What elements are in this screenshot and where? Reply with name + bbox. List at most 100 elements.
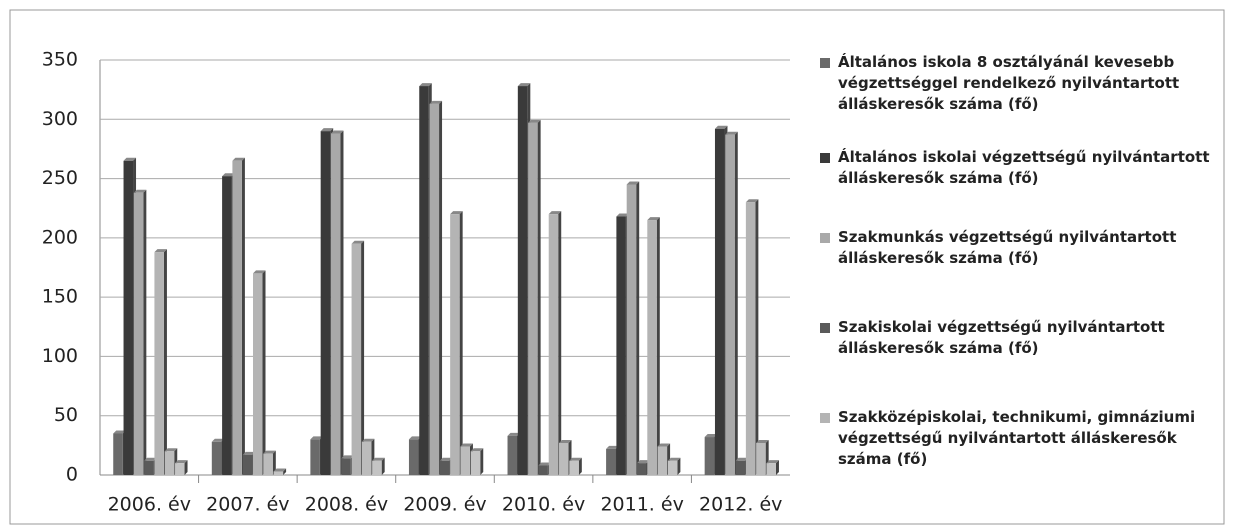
bar (517, 86, 528, 475)
bar (735, 460, 746, 475)
bar-top (144, 457, 157, 461)
bar (175, 463, 185, 475)
legend-label: Általános iskola 8 osztályánál kevesebb … (838, 53, 1180, 113)
bar-top (460, 443, 473, 447)
bar-top (133, 189, 147, 193)
bar-side (677, 457, 681, 475)
bar (460, 446, 470, 475)
bar (667, 460, 678, 475)
legend-label: Általános iskolai végzettségű nyilvántar… (838, 148, 1210, 187)
legend-swatch (820, 58, 830, 68)
bar-top (372, 457, 385, 461)
bar-top (725, 131, 738, 135)
y-tick-label: 50 (54, 404, 78, 426)
bar-top (756, 439, 769, 443)
bar-top (408, 436, 422, 440)
y-tick-label: 350 (42, 49, 78, 71)
legend-item: Szakiskolai végzettségű nyilvántartott á… (818, 317, 1228, 359)
bar-side (459, 211, 463, 475)
bar-side (636, 181, 640, 475)
legend-swatch (820, 153, 830, 163)
bar-top (330, 130, 344, 134)
chart-frame (9, 9, 1225, 525)
bar (559, 442, 569, 475)
bar-side (537, 119, 541, 475)
bar (657, 446, 668, 475)
bar (538, 465, 548, 475)
bar (372, 460, 382, 475)
bar (548, 214, 559, 475)
bar-top (429, 100, 443, 104)
bar-side (734, 131, 738, 475)
bar-top (164, 448, 178, 452)
bar (361, 441, 372, 475)
bar-top (419, 83, 432, 87)
bar-top (766, 460, 779, 464)
bar-top (714, 125, 728, 129)
bar-top (253, 270, 266, 274)
bar-side (381, 457, 385, 475)
bar (242, 454, 253, 475)
bar-side (361, 240, 365, 475)
bar-top (626, 181, 640, 185)
legend-item: Általános iskolai végzettségű nyilvántar… (818, 147, 1228, 189)
bar (341, 458, 351, 475)
legend-swatch (820, 323, 830, 333)
bar (616, 216, 626, 475)
bar (222, 176, 232, 475)
bar-side (480, 448, 484, 475)
bar (310, 439, 320, 475)
bar-top (320, 128, 334, 132)
bar (164, 451, 175, 475)
bar (211, 441, 222, 475)
bar-top (242, 451, 256, 455)
bar-top (113, 430, 126, 434)
y-tick-label: 300 (42, 108, 78, 130)
x-tick-label: 2009. év (403, 494, 486, 516)
bar (154, 252, 164, 475)
bar-top (361, 438, 375, 442)
bar-top (616, 213, 629, 217)
x-tick-label: 2010. év (502, 494, 585, 516)
legend-label: Szakmunkás végzettségű nyilvántartott ál… (838, 228, 1177, 267)
bar-top (439, 457, 453, 461)
bar (569, 460, 579, 475)
bar-top (657, 443, 671, 447)
x-tick-label: 2011. év (600, 494, 683, 516)
bar (144, 460, 154, 475)
bar-top (175, 460, 188, 464)
bar-side (241, 157, 245, 476)
bar-top (470, 448, 484, 452)
bar-top (273, 468, 287, 472)
legend-item: Általános iskola 8 osztályánál kevesebb … (818, 52, 1228, 115)
bar (647, 220, 657, 475)
bar-top (636, 460, 650, 464)
bar (133, 192, 144, 476)
bar-top (667, 457, 681, 461)
bar (507, 435, 518, 475)
bar (450, 214, 460, 475)
bar-top (450, 211, 463, 215)
bar (714, 128, 725, 475)
legend-swatch (820, 413, 830, 423)
y-tick-label: 100 (42, 345, 78, 367)
bar (766, 463, 776, 475)
legend-label: Szakközépiskolai, technikumi, gimnáziumi… (838, 408, 1196, 468)
bar (429, 103, 440, 475)
bar-top (517, 83, 531, 87)
bar (273, 471, 284, 475)
bar-side (775, 460, 779, 475)
bar-top (263, 450, 276, 454)
bar (123, 160, 134, 476)
bar-side (143, 189, 147, 476)
x-tick-label: 2006. év (108, 494, 191, 516)
bar-top (154, 249, 167, 253)
bar (756, 442, 766, 475)
bar-side (755, 199, 759, 476)
bar-top (211, 438, 225, 442)
bar (330, 133, 341, 475)
legend-swatch (820, 233, 830, 243)
bar (439, 460, 450, 475)
bar-side (184, 460, 188, 475)
bar (745, 202, 756, 476)
